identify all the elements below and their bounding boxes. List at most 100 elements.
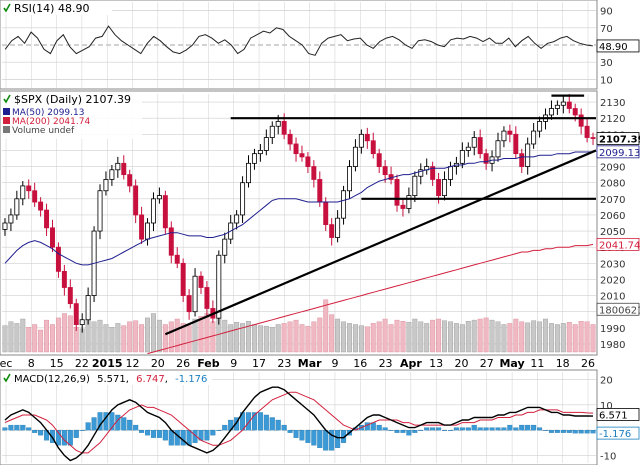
candle-body <box>121 162 127 176</box>
price-value-tag-box <box>596 237 640 251</box>
volume-bar <box>329 314 335 353</box>
volume-bar <box>133 320 139 353</box>
rsi-label-text: RSI(14) 48.90 <box>14 2 89 15</box>
candle-body <box>406 195 412 209</box>
price-legend-bg <box>2 93 142 139</box>
macd-histogram-bar <box>382 427 388 431</box>
x-tick-label: 11 <box>530 357 544 370</box>
volume-bar <box>234 322 240 353</box>
price-value-tag-text: 2099.13 <box>599 148 640 159</box>
candle-body <box>572 108 578 116</box>
macd-label-sep2: , <box>165 374 168 385</box>
candle-body <box>2 222 8 230</box>
candle-body <box>471 137 477 148</box>
candle-body <box>447 166 453 180</box>
candle-body <box>216 254 222 319</box>
x-tick-label: 17 <box>252 357 266 370</box>
macd-histogram-bar <box>216 429 222 431</box>
ma200-line <box>147 243 594 355</box>
price-tick-label: 2070 <box>600 195 625 206</box>
macd-histogram-bar <box>79 429 85 431</box>
rsi-tick-label: 10 <box>600 75 613 86</box>
volume-bar <box>257 325 263 353</box>
volume-bar <box>412 318 418 353</box>
candle-body <box>531 130 537 145</box>
x-tick-label: Apr <box>400 357 422 370</box>
candle-body <box>513 133 519 155</box>
candle-body <box>293 143 299 155</box>
volume-bar <box>537 321 543 353</box>
candle-body <box>240 182 246 216</box>
candle-body <box>459 150 465 164</box>
volume-bar <box>263 325 269 353</box>
macd-histogram-bar <box>430 427 436 431</box>
candle-body <box>44 209 50 229</box>
macd-histogram-bar <box>133 424 139 431</box>
macd-value-tag-box <box>596 426 640 440</box>
candle-body <box>495 140 501 158</box>
candle-body <box>275 121 281 127</box>
macd-histogram-bar <box>364 422 370 431</box>
rsi-tick-label: 30 <box>600 58 613 69</box>
candle-body <box>192 275 198 313</box>
legend-entry-volume: Volume undef <box>3 126 75 136</box>
macd-label-prefix: MACD(12,26,9) <box>14 374 90 385</box>
rsi-value-tag-text: 48.90 <box>599 42 628 53</box>
macd-histogram-bar <box>222 424 228 431</box>
macd-histogram-bar <box>287 429 293 433</box>
volume-bar <box>210 321 216 353</box>
macd-value-tag-box <box>596 408 640 421</box>
candle-body <box>548 108 554 116</box>
candle-body <box>465 146 471 151</box>
candle-body <box>109 169 115 180</box>
price-value-tag-box <box>596 132 640 145</box>
macd-histogram-bar <box>73 429 79 438</box>
volume-bar <box>8 321 14 353</box>
candle-body <box>560 101 566 106</box>
volume-bar <box>590 324 596 353</box>
price-tick-label: 2090 <box>600 163 625 174</box>
volume-bar <box>465 321 471 353</box>
macd-histogram-bar <box>251 412 257 431</box>
macd-tick-label: 10 <box>600 401 613 412</box>
x-tick-label: Feb <box>197 357 220 370</box>
volume-bar <box>311 321 317 353</box>
candle-body <box>26 185 32 192</box>
macd-histogram-bar <box>281 424 287 431</box>
volume-bar <box>180 323 186 353</box>
candle-body <box>174 254 180 264</box>
trend-lines <box>164 94 597 336</box>
x-tick-label: 20 <box>454 357 468 370</box>
candle-body <box>251 153 257 164</box>
volume-bar <box>394 319 400 353</box>
volume-bar <box>584 321 590 353</box>
volume-bar <box>91 321 97 353</box>
volume-bar <box>228 324 234 353</box>
price-tick-label: 2060 <box>600 211 625 222</box>
macd-histogram-bar <box>174 429 180 446</box>
macd-histogram-bar <box>150 429 156 438</box>
candlesticks <box>2 94 596 333</box>
checkmark-icon <box>3 3 11 13</box>
macd-histogram-bar <box>495 427 501 431</box>
volume-bar <box>335 318 341 353</box>
macd-histogram-bar <box>483 427 489 431</box>
volume-bar <box>50 324 55 353</box>
candle-body <box>525 143 531 167</box>
price-tick-label: 2030 <box>600 259 625 270</box>
candle-body <box>412 175 418 196</box>
macd-histogram-bar <box>442 429 448 431</box>
checkmark-icon <box>3 94 11 104</box>
volume-bar <box>269 327 275 353</box>
macd-histogram-bar <box>335 429 341 448</box>
price-tick-label: 2010 <box>600 292 625 303</box>
macd-histogram-bar <box>299 429 305 441</box>
price-tick-label: 2080 <box>600 179 625 190</box>
volume-bars <box>2 299 596 353</box>
macd-histogram-bar <box>489 427 495 431</box>
macd-histogram-bar <box>127 419 133 431</box>
rsi-tick-label: 70 <box>600 24 613 35</box>
volume-bar <box>14 323 20 353</box>
macd-histogram-bar <box>542 429 549 431</box>
